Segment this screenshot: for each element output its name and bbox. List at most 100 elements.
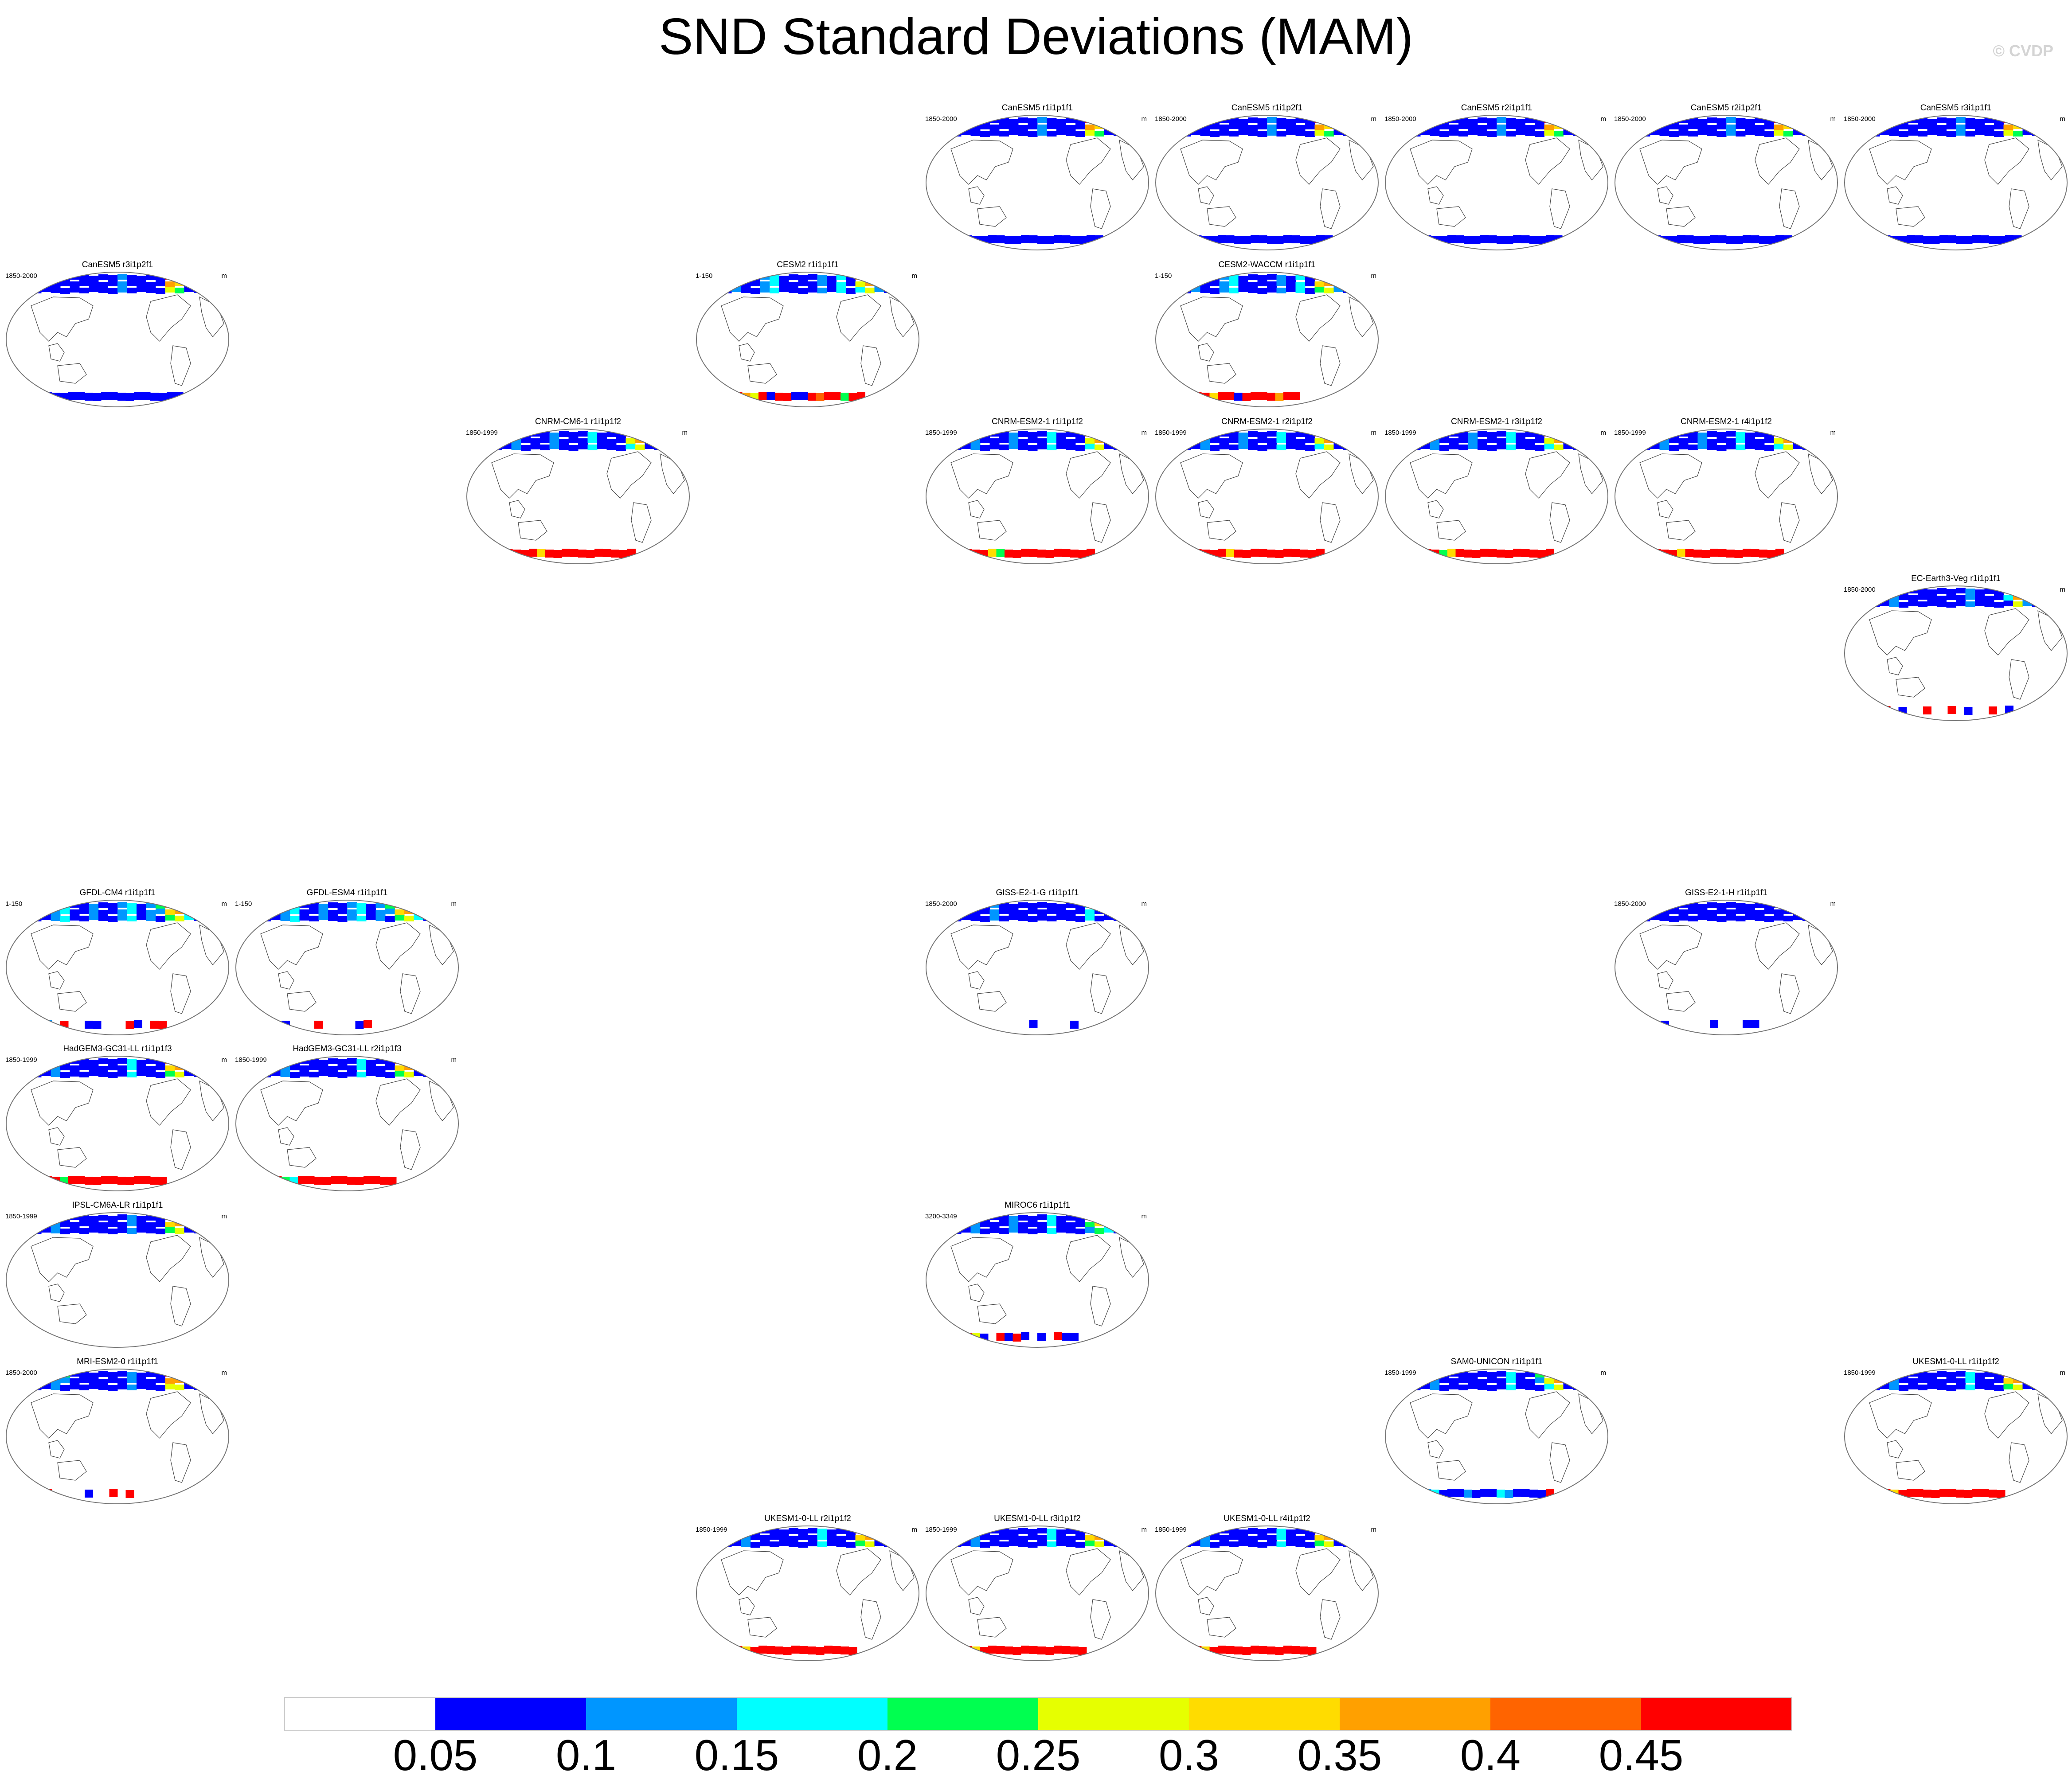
snow-cell-antarctic [1095,235,1103,243]
snow-cell-arctic [1286,119,1296,125]
snow-cell-arctic [1563,129,1573,135]
snow-cell-arctic [356,908,367,914]
snow-cell-arctic [492,432,502,437]
snow-cell-arctic [117,1065,127,1071]
snow-cell-antarctic [996,1646,1005,1654]
snow-cell-arctic [2022,119,2033,125]
panel-title: CNRM-ESM2-1 r2i1p1f2 [1221,417,1313,426]
map-panel: CNRM-ESM2-1 r3i1p1f2 1850-1999 m [1384,417,1610,566]
map-border [926,1525,1149,1661]
snow-cell-arctic [79,1228,89,1234]
snow-cell-arctic [366,914,376,920]
snow-cell-arctic [1114,915,1123,921]
snow-cell-arctic [999,1228,1009,1234]
snow-cell-arctic [137,1378,146,1384]
snow-cell-antarctic [1480,235,1489,243]
snow-cell-arctic [31,1385,42,1390]
snow-cell-arctic [779,1540,789,1546]
snow-cell-antarctic [1915,235,1923,243]
panel-title: CanESM5 r3i1p1f1 [1920,103,1992,113]
coastline [1090,1286,1111,1327]
snow-cell-arctic [1764,124,1774,129]
snow-cell-antarctic [1751,235,1759,243]
snow-cell-antarctic [1997,236,2006,244]
snow-cell-arctic [2032,1379,2042,1385]
snow-cell-arctic [1755,125,1765,131]
snow-cell-arctic [951,1215,962,1221]
snow-cell-arctic [1229,1529,1239,1534]
panel-unit: m [682,429,688,437]
snow-cell-arctic [1880,1373,1889,1378]
snow-cell-antarctic [1103,236,1111,244]
snow-cell-arctic [970,1215,981,1221]
map-panel: UKESM1-0-LL r1i1p1f2 1850-1999 m [1843,1357,2069,1506]
snow-cell-arctic [1563,433,1573,438]
snow-cell-arctic [1764,445,1774,451]
snow-cell-arctic [108,1385,118,1391]
snow-cell-arctic [1257,118,1267,124]
snow-cell-antarctic [1291,1646,1300,1654]
snow-cell-antarctic [1242,550,1251,558]
snow-cell-arctic [789,1541,798,1547]
snow-cell-antarctic [1759,550,1767,558]
snow-cell-arctic [1286,438,1296,444]
coastline [1896,677,1925,698]
snow-cell-arctic [1688,445,1698,450]
globe-map [6,272,229,407]
snow-cell-arctic [1056,443,1066,449]
snow-cell-antarctic [1734,236,1743,244]
snow-cell-arctic [1172,1528,1181,1533]
snow-cell-arctic [1525,125,1535,131]
snow-cell-arctic [1506,1385,1516,1390]
snow-cell-arctic [1965,594,1975,600]
snow-cell-arctic [1678,915,1689,921]
snow-cell-arctic [1085,130,1095,136]
snow-cell-arctic [789,274,798,280]
snow-cell-arctic [89,1060,99,1065]
snow-cell-arctic [1181,437,1191,443]
snow-cell-arctic [808,1535,817,1541]
coastline [1427,186,1444,205]
snow-cell-arctic [722,288,732,293]
panel-years: 3200-3349 [925,1213,957,1220]
snow-cell-arctic [970,915,981,921]
coastline [1639,140,1702,185]
snow-cell-arctic [808,1541,817,1546]
snow-cell-arctic [970,1228,981,1233]
snow-cell-antarctic [816,393,825,401]
snow-cell-arctic [1870,1372,1880,1377]
snow-cell-antarctic [1013,236,1021,244]
snow-cell-arctic [1028,916,1038,922]
snow-cell-arctic [999,1541,1009,1547]
snow-cell-arctic [290,1065,300,1070]
snow-cell-arctic [1478,125,1487,131]
snow-cell-antarctic [1923,236,1931,244]
snow-cell-arctic [836,1536,846,1541]
snow-cell-arctic [1401,1378,1411,1384]
snow-cell-arctic [1716,118,1727,124]
snow-cell-arctic [1516,443,1525,449]
snow-cell-arctic [127,288,137,293]
snow-cell-arctic [31,1215,42,1221]
snow-cell-arctic [884,1541,894,1547]
snow-cell-arctic [1047,1228,1057,1234]
snow-cell-arctic [1411,131,1421,137]
snow-cell-arctic [893,288,903,294]
panel-title: GFDL-ESM4 r1i1p1f1 [306,888,388,897]
coastline [977,520,1007,541]
snow-cell-antarctic [1956,1490,1964,1498]
colorbar-segment [435,1697,586,1730]
map-border [926,900,1149,1035]
snow-cell-arctic [347,1058,357,1064]
snow-cell-arctic [1506,131,1516,137]
snow-cell-arctic [98,1058,108,1064]
snow-cell-arctic [375,910,386,916]
snow-cell-arctic [1582,118,1592,124]
snow-cell-antarctic [1062,549,1071,557]
snow-cell-antarctic [1497,1490,1505,1498]
snow-cell-antarctic [109,1489,118,1497]
snow-cell-arctic [654,444,664,450]
snow-cell-arctic [98,1379,108,1385]
snow-cell-arctic [597,433,607,438]
snow-cell-antarctic [988,1646,997,1654]
